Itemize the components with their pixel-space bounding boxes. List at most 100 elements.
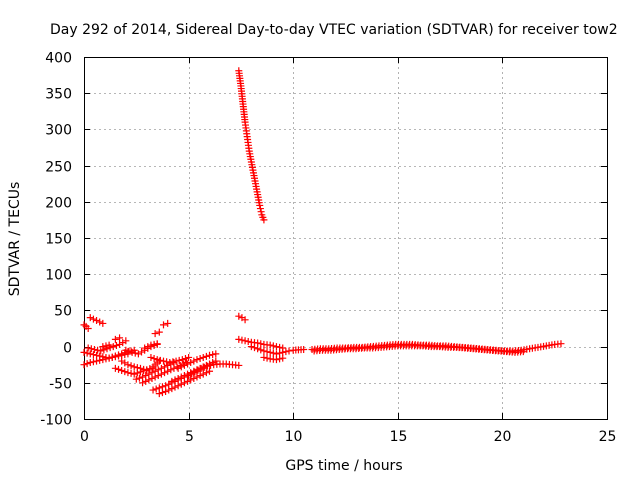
y-tick-label: 50 (54, 304, 72, 320)
data-point (238, 336, 246, 344)
data-point (235, 335, 243, 343)
x-tick-label: 20 (494, 429, 512, 445)
data-point (171, 376, 179, 384)
data-point (155, 328, 163, 336)
data-point (125, 347, 133, 355)
data-point (300, 345, 308, 353)
data-point (96, 352, 104, 360)
data-point (164, 367, 172, 375)
y-tick-label: -50 (49, 377, 72, 393)
data-point (272, 356, 280, 364)
data-point (116, 334, 124, 342)
x-axis-title: GPS time / hours (285, 458, 402, 474)
data-point (122, 337, 130, 345)
data-point (121, 359, 129, 367)
data-point (168, 377, 176, 385)
data-point (116, 340, 124, 348)
axis-ticks (84, 57, 608, 420)
y-tick-label: 100 (45, 268, 72, 284)
data-point (86, 350, 94, 358)
data-point (108, 353, 116, 361)
data-point (174, 382, 182, 390)
x-tick-label: 5 (185, 429, 194, 445)
data-point (266, 341, 274, 349)
data-point (99, 343, 107, 351)
y-tick-label: 150 (45, 232, 72, 248)
data-point (109, 343, 117, 351)
data-point (111, 364, 119, 372)
data-point (153, 356, 161, 364)
data-point (250, 344, 258, 352)
data-point (138, 348, 146, 356)
data-point (199, 370, 207, 378)
data-point (257, 208, 265, 216)
data-point (99, 319, 107, 327)
data-point (178, 356, 186, 364)
x-tick-label: 15 (390, 429, 408, 445)
data-point (159, 357, 167, 365)
data-point (199, 353, 207, 361)
data-point (254, 345, 262, 353)
data-point (190, 357, 198, 365)
y-axis-title: SDTVAR / TECUs (7, 182, 23, 297)
data-point (285, 347, 293, 355)
data-point (190, 374, 198, 382)
data-point (247, 343, 255, 351)
data-point (97, 347, 105, 355)
data-point (235, 361, 243, 369)
data-point (128, 348, 136, 356)
data-point (89, 351, 97, 359)
data-point (557, 340, 565, 348)
data-point (185, 353, 193, 361)
data-point (83, 349, 91, 357)
data-point (155, 390, 163, 398)
chart-title: Day 292 of 2014, Sidereal Day-to-day VTE… (50, 22, 618, 38)
data-point (84, 344, 92, 352)
data-point (181, 355, 189, 363)
data-point (147, 353, 155, 361)
data-point (279, 354, 287, 362)
data-point (282, 348, 290, 356)
data-point (115, 351, 123, 359)
y-tick-label: 0 (63, 341, 72, 357)
data-point (202, 352, 210, 360)
data-point (207, 361, 215, 369)
data-point (202, 369, 210, 377)
data-point (151, 373, 159, 381)
data-point (206, 351, 214, 359)
data-point (184, 360, 192, 368)
data-point (135, 374, 143, 382)
data-point (272, 343, 280, 351)
data-point (158, 389, 166, 397)
x-tick-label: 25 (599, 429, 617, 445)
y-tick-label: 400 (45, 51, 72, 67)
data-point (260, 347, 268, 355)
data-point (235, 312, 243, 320)
data-point (121, 368, 129, 376)
data-point (156, 356, 164, 364)
data-point (165, 386, 173, 394)
data-point (130, 363, 138, 371)
data-point (93, 317, 101, 325)
data-point (80, 361, 88, 369)
data-point (87, 345, 95, 353)
data-point (180, 379, 188, 387)
data-point (118, 357, 126, 365)
data-point (256, 201, 264, 209)
x-tick-labels: 0 5 10 15 20 25 (80, 429, 616, 445)
data-point (164, 319, 172, 327)
data-point (266, 348, 274, 356)
data-point (269, 349, 277, 357)
data-point (89, 315, 97, 323)
data-point (269, 342, 277, 350)
data-point (519, 348, 527, 356)
y-tick-labels: -100 -50 0 50 100 150 200 250 300 350 400 (40, 51, 72, 429)
data-point (105, 354, 113, 362)
data-point (152, 385, 160, 393)
data-point (180, 361, 188, 369)
data-point (102, 353, 110, 361)
data-point (260, 353, 268, 361)
data-point (241, 337, 249, 345)
data-point (93, 351, 101, 359)
data-point (177, 373, 185, 381)
